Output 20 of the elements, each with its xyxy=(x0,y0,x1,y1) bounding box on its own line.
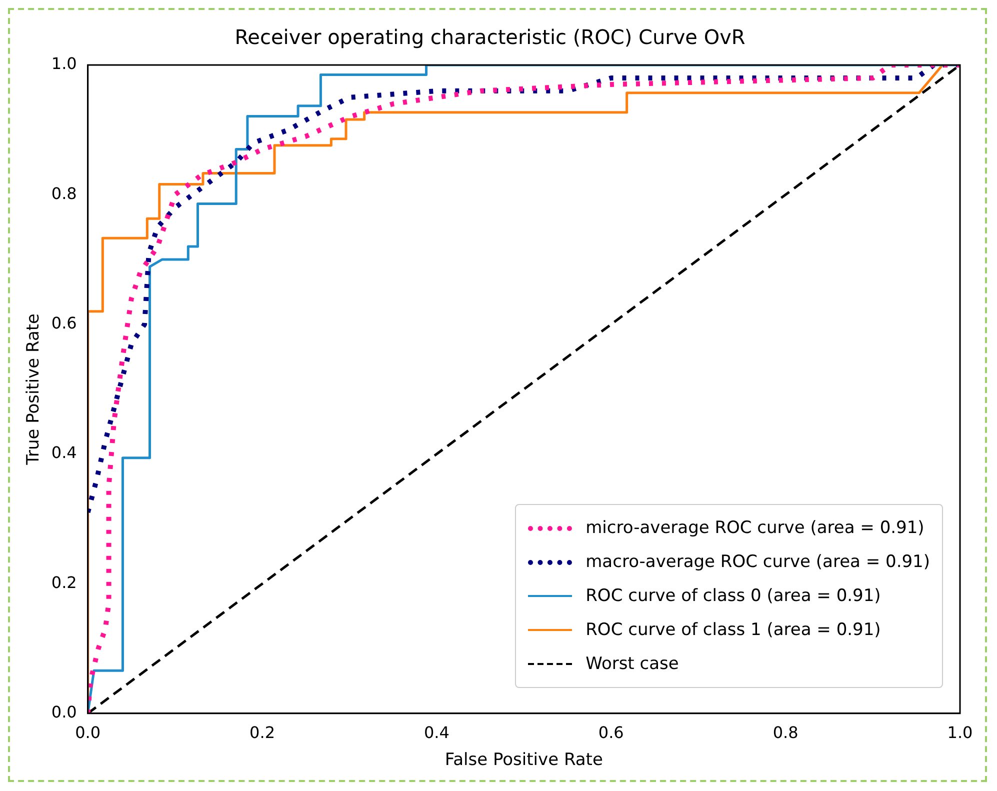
y-tick-label: 0.4 xyxy=(51,443,77,462)
legend-label: ROC curve of class 1 (area = 0.91) xyxy=(586,620,881,640)
legend-label: micro-average ROC curve (area = 0.91) xyxy=(586,518,924,538)
x-tick-label: 1.0 xyxy=(947,723,973,742)
y-tick-label: 0.0 xyxy=(51,702,77,722)
chart-title: Receiver operating characteristic (ROC) Curve OvR xyxy=(234,25,746,50)
y-tick-label: 0.6 xyxy=(51,314,77,333)
x-tick-label: 0.6 xyxy=(598,723,624,742)
y-tick-label: 0.2 xyxy=(51,572,77,592)
x-tick-label: 0.4 xyxy=(424,723,450,742)
legend-label: macro-average ROC curve (area = 0.91) xyxy=(586,552,930,572)
y-tick-label: 0.8 xyxy=(51,184,77,203)
legend-label: ROC curve of class 0 (area = 0.91) xyxy=(586,586,881,606)
y-axis-title: True Positive Rate xyxy=(24,313,44,466)
x-tick-label: 0.2 xyxy=(250,723,276,742)
x-axis-title: False Positive Rate xyxy=(444,750,603,770)
x-tick-label: 0.0 xyxy=(75,723,101,742)
y-tick-label: 1.0 xyxy=(51,54,77,74)
legend-label: Worst case xyxy=(586,654,679,674)
x-tick-label: 0.8 xyxy=(772,723,798,742)
